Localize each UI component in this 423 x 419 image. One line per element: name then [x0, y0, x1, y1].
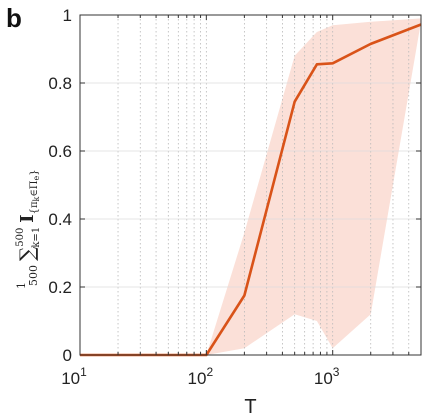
confidence-band [80, 18, 421, 356]
ylabel-indicator-sub-e: e [32, 175, 41, 180]
ylabel-fraction-num: 1 [15, 282, 28, 289]
panel-label: b [6, 3, 22, 33]
ylabel-indicator-sub-in: ∈Π [29, 180, 40, 196]
ylabel-sum: ∑ [15, 246, 39, 261]
tick-layer [79, 14, 422, 356]
y-axis-label: 1500∑500 k=1I{πk∈Πe} [15, 169, 42, 289]
plot-frame [79, 14, 422, 356]
y-tick-label: 0.4 [48, 210, 72, 229]
ylabel-indicator-sub: {π [29, 201, 40, 214]
grid-layer [80, 15, 421, 355]
y-tick-label: 0.6 [48, 142, 72, 161]
ylabel-indicator-sub-k: k [32, 196, 41, 201]
y-tick-label: 0.8 [48, 74, 72, 93]
ylabel-indicator: I [17, 214, 38, 222]
y-tick-label: 1 [63, 6, 72, 25]
x-tick-label: 101 [61, 365, 87, 388]
tick-label-layer: 0 0.2 0.4 0.6 0.8 1 101 102 103 [48, 6, 339, 388]
x-tick-label: 103 [314, 365, 340, 388]
ylabel-sum-upper: 500 [15, 228, 26, 247]
x-tick-label: 102 [188, 365, 214, 388]
x-axis-label: T [244, 396, 256, 418]
ylabel-sum-lower: k=1 [31, 227, 42, 248]
confidence-band-layer [80, 18, 421, 356]
ylabel-indicator-sub-end: } [29, 169, 40, 175]
y-tick-label: 0 [63, 346, 72, 365]
ylabel-fraction-den: 500 [27, 265, 40, 286]
y-tick-label: 0.2 [48, 278, 72, 297]
